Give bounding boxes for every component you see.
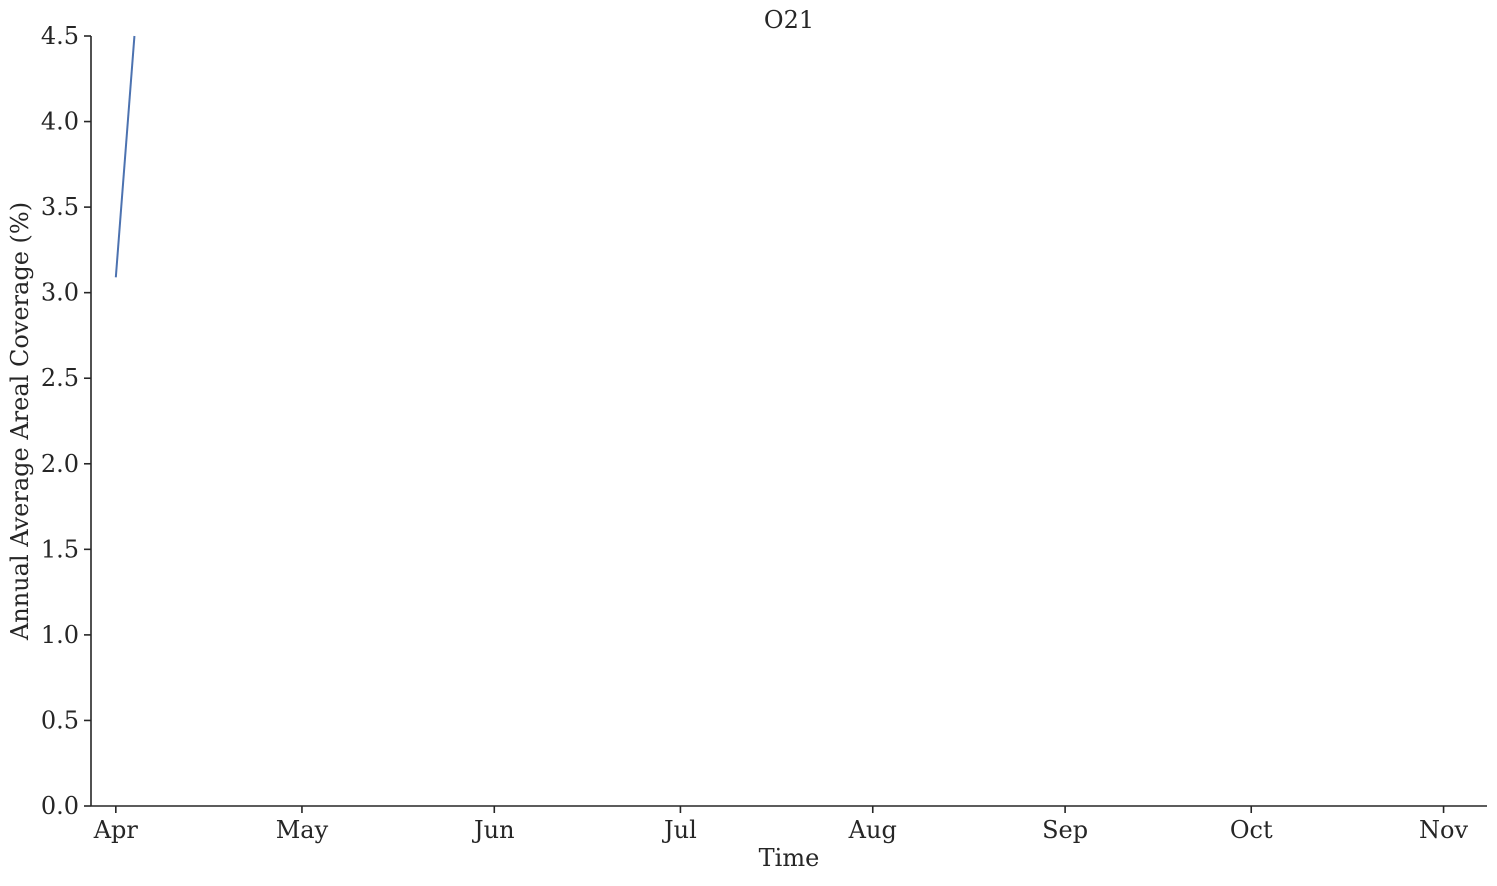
y-tick-label: 0.5	[41, 706, 79, 734]
y-axis-title: Annual Average Areal Coverage (%)	[6, 202, 34, 641]
x-axis: Apr May Jun Jul Aug Sep Oct Nov	[91, 805, 1487, 844]
y-tick-label: 2.0	[41, 450, 79, 478]
y-axis: 0.0 0.5 1.0 1.5 2.0 2.5 3.0 3.5 4.0 4.5	[41, 22, 92, 820]
x-tick-label: May	[276, 816, 329, 844]
series-line-1	[114, 35, 136, 278]
x-tick-label: Apr	[93, 816, 139, 844]
x-tick-label: Jun	[471, 816, 515, 844]
y-tick-label: 1.0	[41, 621, 79, 649]
y-tick-label: 3.5	[41, 193, 79, 221]
x-tick-label: Nov	[1419, 816, 1468, 844]
y-tick-label: 0.0	[41, 792, 79, 820]
x-tick-label: Jul	[661, 816, 697, 844]
y-tick-label: 2.5	[41, 364, 79, 392]
y-tick-label: 4.0	[41, 108, 79, 136]
plot-series	[114, 35, 136, 278]
chart-title: O21	[764, 6, 814, 34]
x-axis-title: Time	[759, 844, 820, 872]
x-tick-label: Oct	[1230, 816, 1273, 844]
y-tick-label: 4.5	[41, 22, 79, 50]
x-tick-label: Sep	[1042, 816, 1088, 844]
x-tick-label: Aug	[848, 816, 897, 844]
y-tick-label: 1.5	[41, 535, 79, 563]
y-tick-label: 3.0	[41, 279, 79, 307]
